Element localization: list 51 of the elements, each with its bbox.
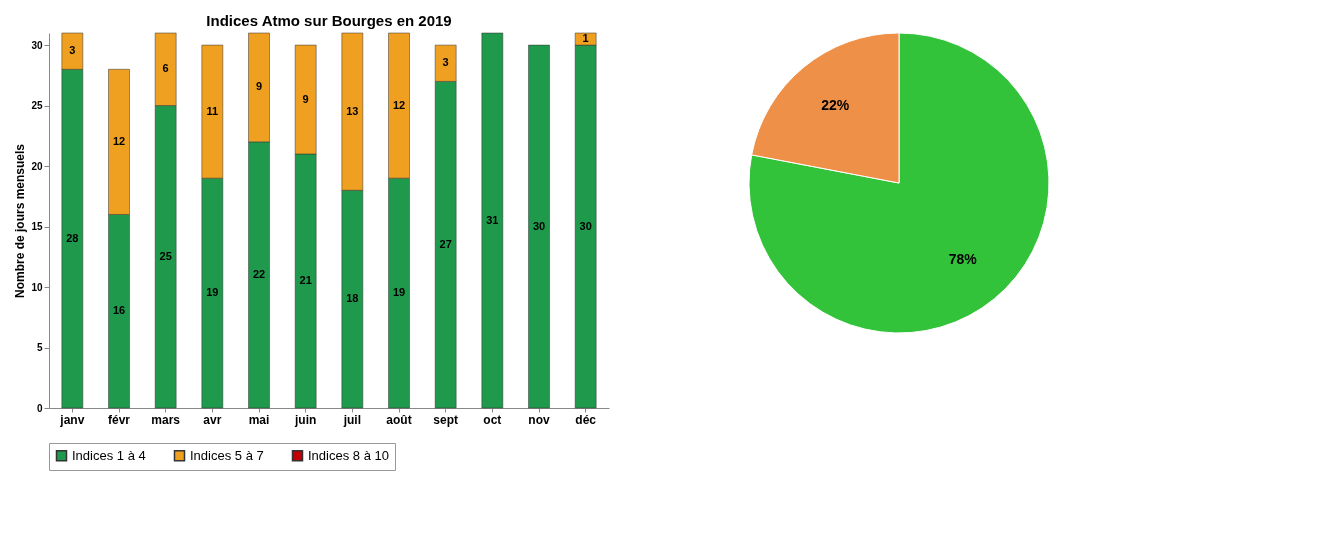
bar (481, 32, 504, 409)
y-tick-label: 5 (36, 342, 43, 354)
y-tick-label: 30 (31, 39, 43, 51)
x-tick-label: oct (483, 412, 502, 427)
data-label: 1 (582, 32, 589, 45)
data-label: 27 (439, 237, 452, 250)
data-label: 30 (579, 219, 592, 232)
data-label: 3 (442, 56, 449, 69)
data-label: 22% (821, 96, 850, 113)
x-tick-label: mars (151, 412, 181, 427)
data-label: 30 (532, 219, 546, 232)
y-tick-label: 25 (31, 100, 43, 112)
x-tick-label: juil (342, 412, 362, 427)
x-tick-label: févr (107, 412, 131, 427)
data-label: 3 (69, 44, 76, 57)
legend-label: Indices 1 à 4 (72, 447, 146, 463)
data-label: 28 (66, 231, 79, 244)
data-label: 18 (346, 292, 359, 305)
y-tick-label: 20 (31, 160, 43, 172)
x-tick-label: nov (528, 412, 550, 427)
data-label: 12 (392, 98, 406, 111)
pie-slice (748, 32, 1050, 334)
data-label: 11 (206, 104, 219, 117)
x-tick-label: avr (203, 412, 222, 427)
legend-label: Indices 8 à 10 (308, 447, 389, 463)
legend-label: Indices 5 à 7 (190, 447, 264, 463)
data-label: 9 (255, 80, 263, 93)
y-tick-label: 10 (31, 281, 43, 293)
x-tick-label: déc (575, 412, 597, 427)
data-label: 25 (159, 249, 172, 262)
data-label: 16 (112, 304, 126, 317)
chart-title: Indices Atmo sur Bourges en 2019 (206, 11, 452, 29)
y-tick-label: 0 (36, 402, 43, 414)
data-label: 22 (252, 267, 266, 280)
x-tick-label: août (386, 412, 412, 427)
data-label: 19 (392, 286, 406, 299)
y-axis-title: Nombre de jours mensuels (13, 143, 28, 299)
bar (528, 44, 550, 409)
x-tick-label: mai (248, 412, 270, 427)
data-label: 9 (302, 92, 309, 105)
y-tick-label: 15 (31, 221, 43, 233)
x-tick-label: sept (433, 412, 459, 427)
x-tick-label: juin (294, 412, 317, 427)
data-label: 31 (486, 213, 499, 226)
data-label: 12 (112, 134, 126, 147)
x-tick-label: janv (59, 412, 85, 427)
data-label: 13 (346, 104, 359, 117)
data-label: 21 (299, 273, 312, 286)
data-label: 6 (162, 62, 169, 75)
data-label: 78% (948, 251, 978, 268)
data-label: 19 (206, 286, 219, 299)
